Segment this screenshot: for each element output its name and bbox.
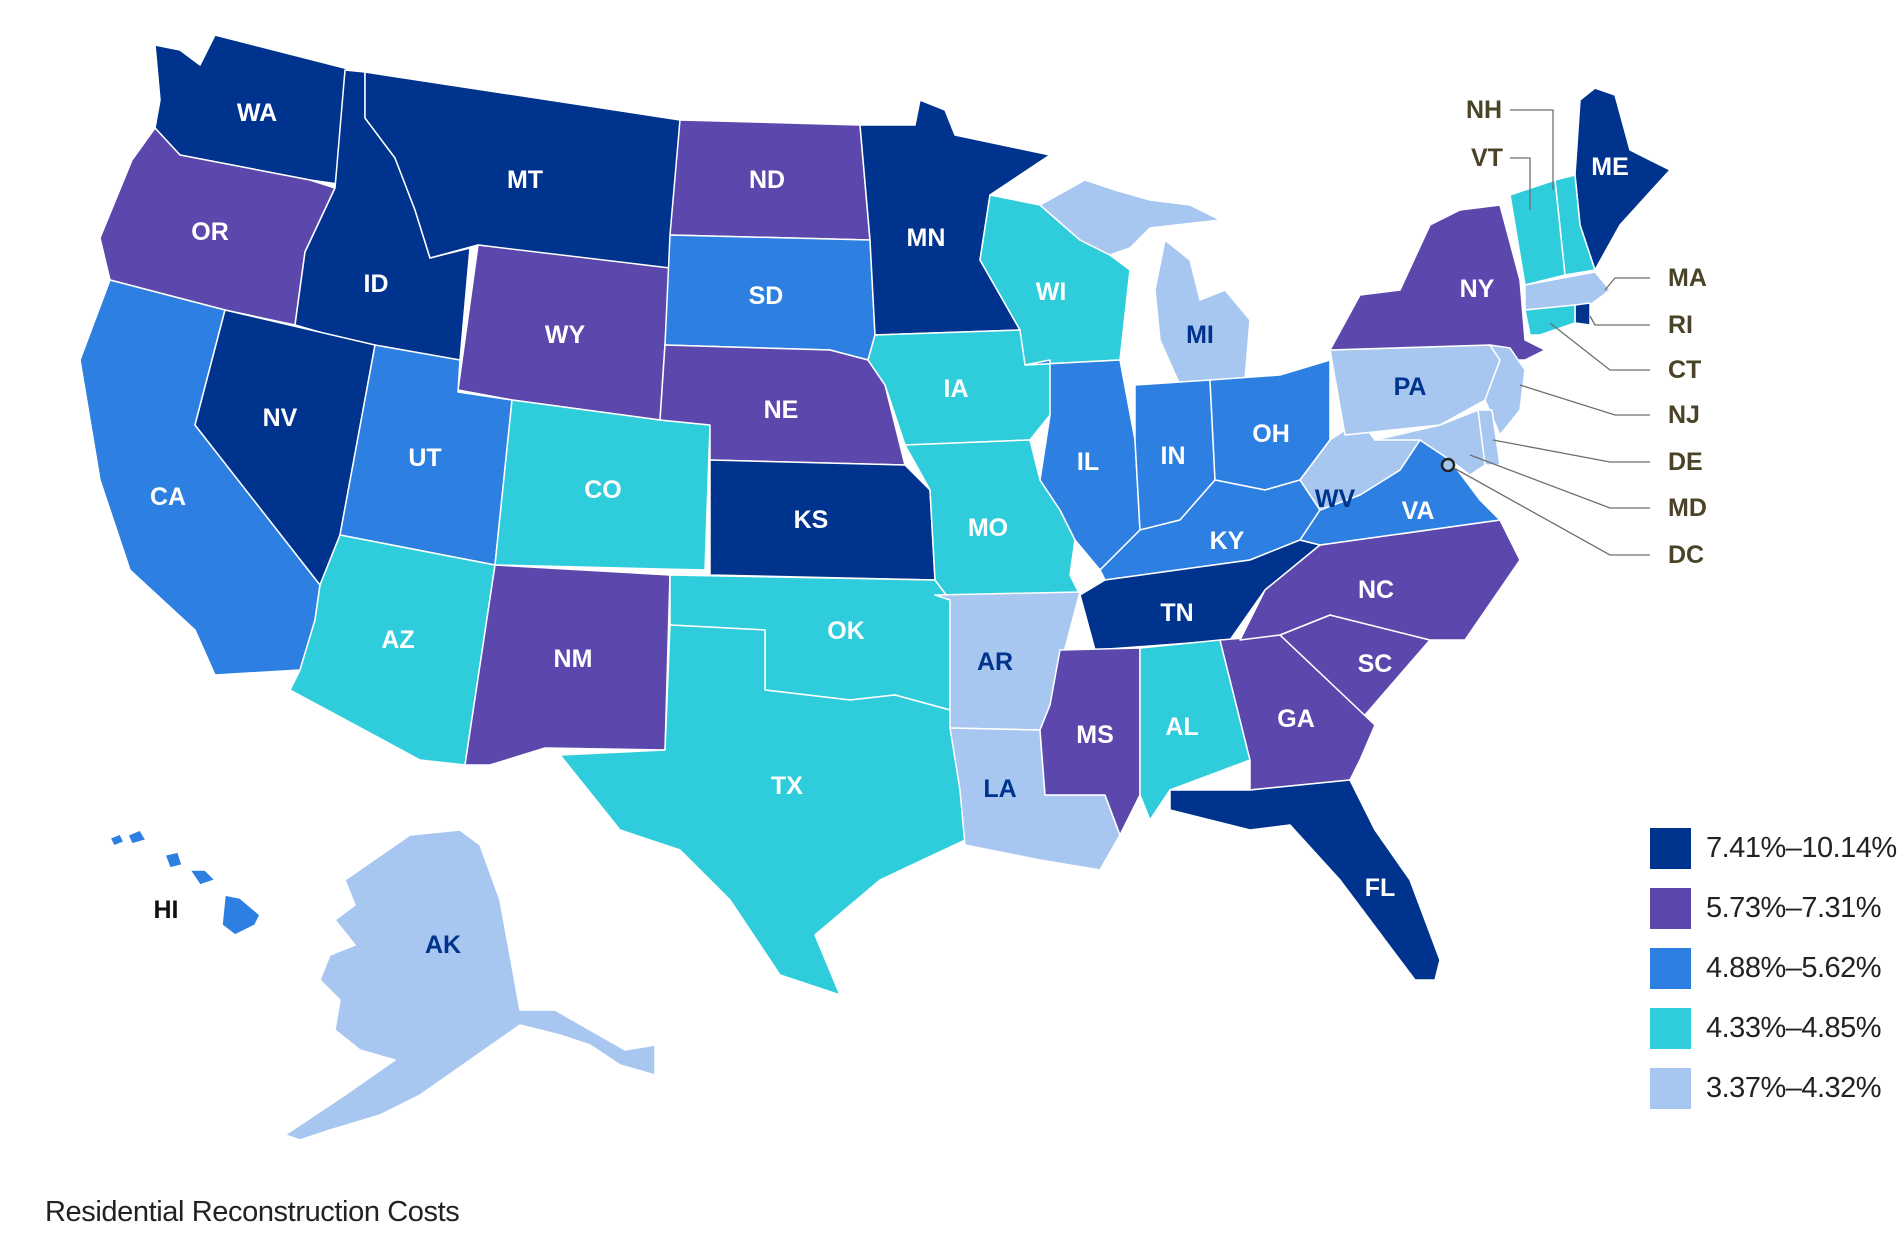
- label-MO: MO: [968, 514, 1008, 542]
- legend-item[interactable]: 7.41%–10.14%: [1650, 828, 1897, 869]
- label-HI: HI: [154, 896, 179, 924]
- label-ID: ID: [364, 270, 389, 298]
- label-NE: NE: [764, 396, 799, 424]
- state-HI-2[interactable]: [127, 829, 147, 845]
- legend-label: 3.37%–4.32%: [1706, 1072, 1882, 1104]
- legend-swatch: [1650, 1008, 1691, 1049]
- label-MD: MD: [1668, 494, 1707, 522]
- state-MN[interactable]: [859, 99, 1051, 336]
- legend-label: 4.33%–4.85%: [1706, 1012, 1882, 1044]
- state-MO[interactable]: [904, 439, 1081, 601]
- label-WA: WA: [237, 99, 277, 127]
- label-ND: ND: [749, 166, 785, 194]
- label-IN: IN: [1161, 442, 1186, 470]
- label-NC: NC: [1358, 576, 1394, 604]
- label-WI: WI: [1036, 278, 1067, 306]
- state-NJ[interactable]: [1484, 344, 1526, 436]
- state-shapes: [79, 34, 1671, 1141]
- state-MI-upper[interactable]: [1039, 179, 1221, 256]
- label-MS: MS: [1076, 721, 1114, 749]
- label-IA: IA: [944, 375, 969, 403]
- label-SD: SD: [749, 282, 784, 310]
- label-MA: MA: [1668, 264, 1707, 292]
- legend-item[interactable]: 3.37%–4.32%: [1650, 1068, 1897, 1109]
- label-AZ: AZ: [381, 626, 414, 654]
- label-FL: FL: [1365, 874, 1396, 902]
- state-FL[interactable]: [1169, 779, 1441, 981]
- legend-label: 5.73%–7.31%: [1706, 892, 1882, 924]
- label-WY: WY: [545, 321, 586, 349]
- state-AK[interactable]: [284, 829, 656, 1141]
- label-ME: ME: [1591, 153, 1629, 181]
- legend-swatch: [1650, 828, 1691, 869]
- label-UT: UT: [408, 444, 441, 472]
- label-CA: CA: [150, 483, 186, 511]
- legend-item[interactable]: 4.88%–5.62%: [1650, 948, 1897, 989]
- legend-swatch: [1650, 888, 1691, 929]
- map-caption: Residential Reconstruction Costs: [45, 1196, 460, 1228]
- state-HI-4[interactable]: [189, 869, 216, 886]
- label-NH: NH: [1466, 96, 1502, 124]
- label-AR: AR: [977, 648, 1013, 676]
- label-NY: NY: [1460, 275, 1495, 303]
- label-PA: PA: [1394, 373, 1427, 401]
- state-IL[interactable]: [1024, 359, 1141, 571]
- label-OR: OR: [191, 218, 229, 246]
- label-NM: NM: [554, 645, 593, 673]
- label-IL: IL: [1077, 448, 1099, 476]
- legend-swatch: [1650, 948, 1691, 989]
- label-TX: TX: [771, 772, 803, 800]
- label-CO: CO: [584, 476, 622, 504]
- label-WV: WV: [1315, 485, 1356, 513]
- label-CT: CT: [1668, 356, 1701, 384]
- label-RI: RI: [1668, 311, 1693, 339]
- legend-item[interactable]: 5.73%–7.31%: [1650, 888, 1897, 929]
- label-VT: VT: [1471, 144, 1503, 172]
- legend-label: 4.88%–5.62%: [1706, 952, 1882, 984]
- state-CO[interactable]: [494, 399, 711, 571]
- state-MA[interactable]: [1524, 271, 1611, 311]
- state-CT[interactable]: [1524, 304, 1576, 336]
- state-VT[interactable]: [1509, 179, 1566, 286]
- label-LA: LA: [983, 775, 1016, 803]
- legend-label: 7.41%–10.14%: [1706, 832, 1897, 864]
- state-TX[interactable]: [559, 624, 966, 996]
- legend-item[interactable]: 4.33%–4.85%: [1650, 1008, 1897, 1049]
- label-MN: MN: [907, 224, 946, 252]
- state-HI-5[interactable]: [221, 894, 261, 936]
- state-RI[interactable]: [1574, 302, 1591, 326]
- label-DC: DC: [1668, 541, 1704, 569]
- state-MI[interactable]: [1154, 239, 1251, 386]
- legend: 7.41%–10.14% 5.73%–7.31% 4.88%–5.62% 4.3…: [1650, 828, 1897, 1128]
- label-AK: AK: [425, 931, 461, 959]
- label-GA: GA: [1277, 705, 1315, 733]
- label-DE: DE: [1668, 448, 1703, 476]
- label-MT: MT: [507, 166, 543, 194]
- label-NV: NV: [263, 404, 298, 432]
- label-OK: OK: [827, 617, 865, 645]
- state-HI-1[interactable]: [109, 833, 125, 847]
- label-MI: MI: [1186, 321, 1214, 349]
- legend-swatch: [1650, 1068, 1691, 1109]
- label-KS: KS: [794, 506, 829, 534]
- state-labels: WA OR CA ID NV MT WY UT AZ CO NM ND SD N…: [150, 96, 1707, 959]
- label-AL: AL: [1165, 713, 1198, 741]
- state-NY[interactable]: [1329, 204, 1546, 361]
- label-TN: TN: [1160, 599, 1193, 627]
- label-OH: OH: [1252, 420, 1290, 448]
- label-VA: VA: [1402, 497, 1435, 525]
- state-DC[interactable]: [1440, 457, 1456, 473]
- label-SC: SC: [1358, 650, 1393, 678]
- label-KY: KY: [1210, 527, 1245, 555]
- callout-leader-lines: [1453, 109, 1650, 556]
- label-NJ: NJ: [1668, 401, 1700, 429]
- state-HI-3[interactable]: [164, 851, 183, 869]
- state-MD[interactable]: [1374, 409, 1486, 476]
